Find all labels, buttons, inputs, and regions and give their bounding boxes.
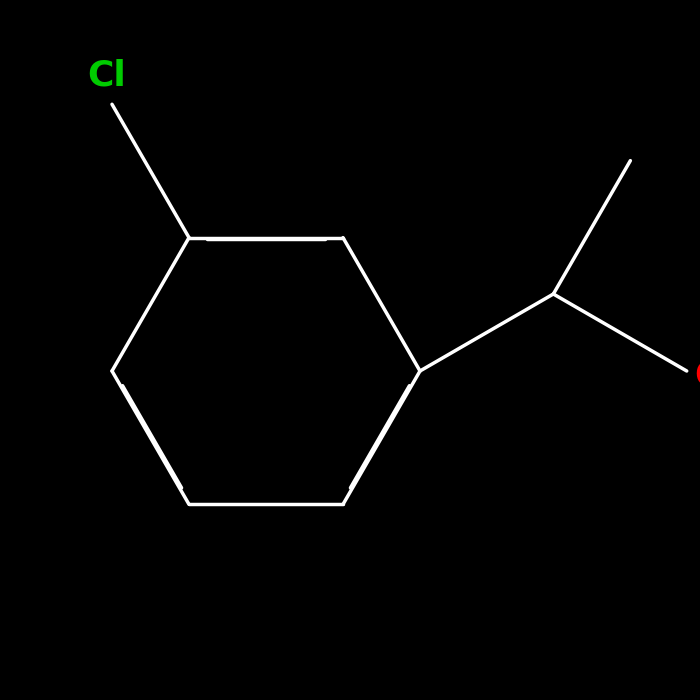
- Text: OH: OH: [694, 359, 700, 393]
- Text: Cl: Cl: [88, 58, 127, 92]
